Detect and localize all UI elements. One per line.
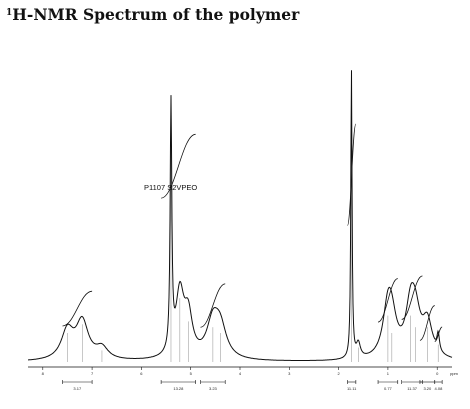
- integral-curve-6: [419, 305, 435, 341]
- integral-label-3: 11.11: [347, 386, 357, 391]
- sample-label: P1107 S2VPEO: [144, 183, 198, 192]
- x-tick-label-8: 8: [42, 371, 45, 376]
- title-superscript: 1: [6, 8, 13, 18]
- x-axis-unit: ppm: [450, 371, 458, 376]
- integral-label-2: 3.23: [209, 386, 218, 391]
- x-tick-label-5: 5: [190, 371, 193, 376]
- x-tick-label-6: 6: [140, 371, 143, 376]
- x-tick-label-3: 3: [288, 371, 291, 376]
- spectrum-trace: [28, 70, 453, 361]
- integral-curve-4: [377, 278, 398, 323]
- x-tick-label-7: 7: [91, 371, 94, 376]
- integral-curve-2: [200, 283, 226, 328]
- x-tick-label-2: 2: [337, 371, 340, 376]
- integral-label-1: 13.28: [173, 386, 184, 391]
- page-title: 1H-NMR Spectrum of the polymer: [6, 5, 299, 24]
- integral-label-0: 3.17: [73, 386, 82, 391]
- x-tick-label-0: 0: [436, 371, 439, 376]
- x-tick-label-1: 1: [387, 371, 390, 376]
- integral-curve-7: [434, 326, 443, 342]
- integral-label-7: 4.08: [435, 386, 444, 391]
- integral-curve-0: [62, 290, 93, 327]
- integral-curve-1: [160, 133, 196, 199]
- spectrum-marks: 8 7 6 5 4 3 2 1 0 ppm 3.17 13.28 3.23 11.11 0.77 11.37 3…: [28, 70, 459, 391]
- integral-label-6: 3.20: [423, 386, 432, 391]
- integral-label-5: 11.37: [407, 386, 417, 391]
- integral-curve-3: [347, 123, 357, 226]
- x-tick-label-4: 4: [239, 371, 242, 376]
- integral-label-4: 0.77: [384, 386, 393, 391]
- integral-curve-5: [401, 275, 423, 320]
- title-text: H-NMR Spectrum of the polymer: [12, 5, 300, 24]
